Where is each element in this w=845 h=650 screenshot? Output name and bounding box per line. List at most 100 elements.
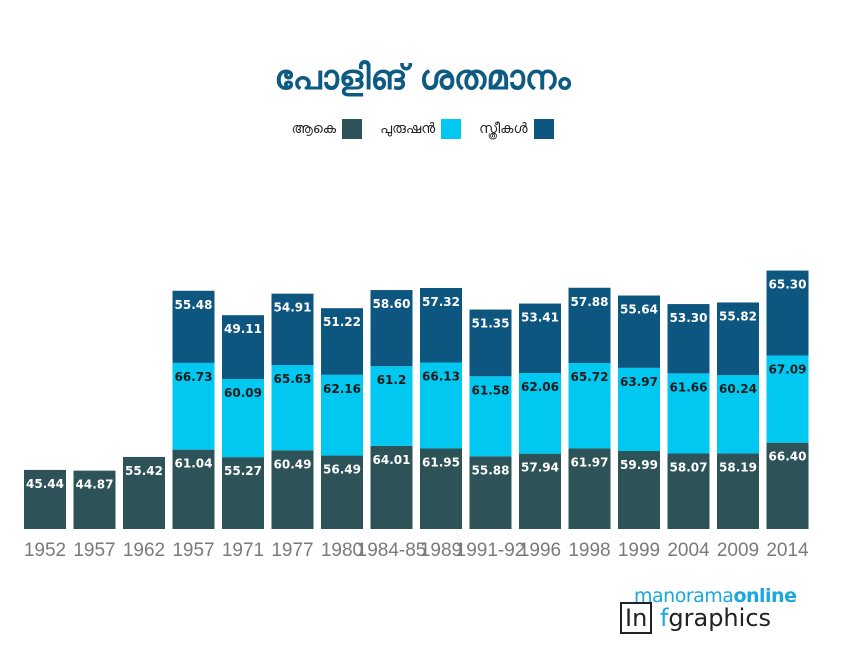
- data-label-total-6: 56.49: [323, 463, 361, 477]
- data-label-total-2: 55.42: [125, 464, 163, 478]
- data-label-women-7: 58.60: [373, 297, 411, 311]
- data-label-women-6: 51.22: [323, 315, 361, 329]
- bar-total-6: [321, 455, 363, 529]
- data-label-total-11: 61.97: [571, 455, 609, 469]
- x-tick-label-3: 1957: [172, 540, 214, 561]
- bar-men-3: [172, 362, 215, 450]
- data-label-total-0: 45.44: [26, 477, 64, 491]
- legend: ആകെ പുരുഷൻ സ്ത്രീകൾ: [0, 119, 845, 139]
- data-label-total-5: 60.49: [274, 457, 312, 471]
- x-tick-label-1: 1957: [73, 540, 115, 561]
- brand-bottom-b: graphics: [668, 604, 772, 632]
- bar-total-8: [420, 448, 462, 529]
- bar-total-14: [717, 453, 759, 529]
- bar-total-12: [618, 451, 660, 529]
- bar-men-8: [420, 362, 462, 449]
- brand-bottom-dot: f: [659, 604, 669, 632]
- x-tick-label-10: 1996: [519, 540, 561, 561]
- data-label-men-6: 62.16: [323, 382, 361, 396]
- data-label-women-11: 57.88: [571, 295, 609, 309]
- legend-swatch-total: [342, 119, 363, 139]
- bar-women-9: [469, 309, 512, 377]
- data-label-men-4: 60.09: [224, 386, 262, 400]
- bar-men-14: [717, 375, 759, 454]
- bar-women-11: [568, 287, 611, 364]
- bar-women-7: [370, 290, 413, 367]
- bar-total-3: [172, 449, 215, 529]
- brand-bottom: In fgraphics: [620, 602, 810, 634]
- legend-label-women: സ്ത്രീകൾ: [479, 121, 528, 137]
- bar-total-10: [519, 453, 561, 529]
- x-tick-label-12: 1999: [618, 540, 660, 561]
- data-label-men-7: 61.2: [377, 373, 407, 387]
- x-tick-label-0: 1952: [24, 540, 66, 561]
- bar-women-15: [766, 270, 809, 356]
- data-label-men-10: 62.06: [521, 380, 559, 394]
- bar-women-13: [667, 304, 710, 374]
- chart-title: പോളിങ് ശതമാനം: [274, 58, 571, 98]
- bar-women-10: [519, 303, 561, 373]
- x-tick-label-8: 1989: [420, 540, 462, 561]
- data-label-men-5: 65.63: [274, 372, 312, 386]
- legend-item-women: സ്ത്രീകൾ: [479, 119, 554, 139]
- bar-women-14: [717, 302, 759, 376]
- data-label-women-3: 55.48: [175, 298, 213, 312]
- bar-women-5: [271, 293, 314, 366]
- data-label-men-11: 65.72: [571, 370, 609, 384]
- data-label-total-12: 59.99: [620, 458, 658, 472]
- data-label-women-8: 57.32: [422, 295, 460, 309]
- data-label-men-3: 66.73: [175, 370, 213, 384]
- data-label-women-5: 54.91: [274, 301, 312, 315]
- data-label-men-13: 61.66: [670, 380, 708, 394]
- x-tick-label-15: 2014: [766, 540, 809, 561]
- bar-men-9: [469, 376, 512, 457]
- bar-women-6: [321, 308, 363, 375]
- x-tick-label-7: 1984-85: [357, 540, 427, 561]
- bar-total-5: [271, 450, 314, 529]
- x-tick-label-14: 2009: [717, 540, 759, 561]
- bar-men-12: [618, 367, 660, 452]
- legend-swatch-women: [533, 119, 554, 139]
- legend-label-men: പുരുഷൻ: [380, 121, 436, 137]
- bar-total-15: [766, 442, 809, 529]
- data-label-men-12: 63.97: [620, 375, 658, 389]
- legend-label-total: ആകെ: [291, 121, 337, 137]
- data-label-women-13: 53.30: [670, 311, 708, 325]
- bar-total-11: [568, 448, 611, 529]
- data-label-total-15: 66.40: [769, 450, 807, 464]
- data-label-women-10: 53.41: [521, 311, 559, 325]
- data-label-women-14: 55.82: [719, 309, 757, 323]
- data-label-total-4: 55.27: [224, 464, 262, 478]
- data-label-men-14: 60.24: [719, 382, 757, 396]
- legend-item-men: പുരുഷൻ: [380, 119, 462, 139]
- bar-men-15: [766, 355, 809, 443]
- data-label-men-9: 61.58: [472, 383, 510, 397]
- x-tick-label-4: 1971: [222, 540, 264, 561]
- data-label-women-12: 55.64: [620, 303, 658, 317]
- legend-item-total: ആകെ: [291, 119, 363, 139]
- bar-men-10: [519, 373, 561, 454]
- legend-swatch-men: [441, 119, 462, 139]
- x-tick-label-9: 1991-92: [456, 540, 526, 561]
- data-label-total-7: 64.01: [373, 453, 411, 467]
- data-label-total-14: 58.19: [719, 460, 757, 474]
- brand-top-a: manorama: [634, 585, 734, 607]
- data-label-total-10: 57.94: [521, 461, 559, 475]
- x-tick-label-11: 1998: [568, 540, 610, 561]
- x-tick-label-2: 1962: [123, 540, 165, 561]
- data-label-men-15: 67.09: [769, 362, 807, 376]
- data-label-men-8: 66.13: [422, 369, 460, 383]
- x-tick-label-5: 1977: [271, 540, 313, 561]
- bar-women-8: [420, 287, 462, 363]
- x-tick-label-13: 2004: [667, 540, 710, 561]
- bar-men-6: [321, 374, 363, 456]
- data-label-total-3: 61.04: [175, 457, 213, 471]
- bar-women-3: [172, 290, 215, 363]
- data-label-women-9: 51.35: [472, 317, 510, 331]
- bar-total-7: [370, 445, 413, 529]
- bar-men-5: [271, 365, 314, 451]
- data-label-total-13: 58.07: [670, 461, 708, 475]
- bar-total-13: [667, 453, 710, 529]
- data-label-total-1: 44.87: [76, 478, 114, 492]
- data-label-women-4: 49.11: [224, 322, 262, 336]
